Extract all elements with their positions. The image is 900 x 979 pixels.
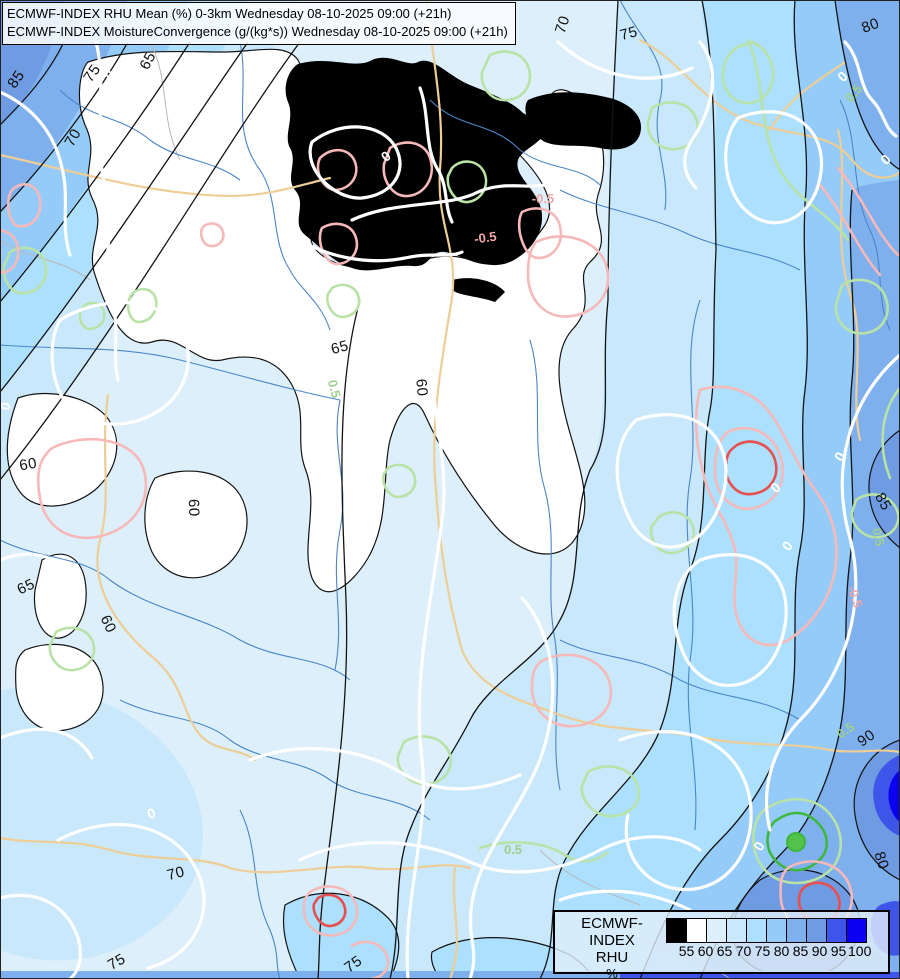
legend-swatch (786, 918, 807, 943)
title-line-moisture-convergence: ECMWF-INDEX MoistureConvergence (g/(kg*s… (7, 24, 508, 39)
legend-tick-label: 100 (848, 943, 872, 959)
legend-tick-label: 80 (773, 943, 790, 959)
legend-tick-label: 85 (792, 943, 809, 959)
moisture-convergence-zero-layer (0, 40, 900, 979)
contour-label-neg: -0.5 (532, 191, 554, 206)
contour-label-rhu: 60 (185, 499, 203, 517)
contour-label-rhu: 75 (618, 23, 639, 44)
legend-unit: % (606, 966, 618, 979)
legend-swatch (686, 918, 707, 943)
legend-swatch (666, 918, 687, 943)
legend-swatch (726, 918, 747, 943)
legend-tick-label: 95 (830, 943, 847, 959)
legend-swatch (766, 918, 787, 943)
legend-tick-label: 75 (754, 943, 771, 959)
contour-label-neg: -0.5 (845, 584, 866, 610)
contour-label-pos: 0.5 (504, 842, 522, 857)
legend-tick-label: 55 (678, 943, 695, 959)
contour-label-rhu: 60 (97, 612, 120, 635)
legend-swatch (846, 918, 867, 943)
moisture-convergence-negative-layer (0, 141, 900, 979)
moisture-convergence-positive-layer (2, 38, 900, 885)
legend-color-scale (666, 918, 867, 943)
legend-tick-label: 90 (811, 943, 828, 959)
contour-label-rhu: 70 (61, 126, 85, 150)
contour-label-rhu: 60 (18, 455, 38, 475)
contour-label-rhu: 70 (165, 863, 186, 884)
contour-label-rhu: 75 (105, 950, 129, 974)
legend-swatch (706, 918, 727, 943)
contour-label-rhu: 65 (14, 575, 37, 598)
contour-label-mc0: 0 (0, 401, 14, 412)
legend-tick-label: 70 (735, 943, 752, 959)
legend-swatch (826, 918, 847, 943)
contour-label-rhu: 80 (859, 15, 881, 37)
legend-swatch (806, 918, 827, 943)
legend-box: ECMWF-INDEX RHU % 55 60 65 70 75 80 85 90 95 100 (553, 910, 890, 979)
legend-swatch (746, 918, 767, 943)
contour-label-rhu: 80 (870, 850, 892, 872)
contour-label-neg: -0.5 (473, 229, 497, 247)
legend-field-name: RHU (595, 949, 629, 966)
contour-label-rhu: 60 (412, 378, 430, 397)
legend-tick-label: 60 (697, 943, 714, 959)
contour-label-rhu: 70 (552, 14, 574, 36)
contour-label-rhu: 85 (871, 490, 895, 514)
map-title-box: ECMWF-INDEX RHU Mean (%) 0-3km Wednesday… (2, 2, 516, 45)
legend-tick-label: 65 (716, 943, 733, 959)
contour-label-rhu: 65 (136, 49, 159, 73)
legend-title: ECMWF-INDEX RHU % (559, 915, 665, 979)
legend-tick-labels: 55 60 65 70 75 80 85 90 95 100 (667, 943, 872, 959)
title-line-rhu: ECMWF-INDEX RHU Mean (%) 0-3km Wednesday… (7, 6, 452, 21)
contour-label-rhu: 65 (329, 337, 350, 358)
convergence-maximum-core (786, 832, 806, 852)
contour-label-pos: 0.5 (869, 527, 887, 548)
legend-product-name: ECMWF-INDEX (581, 915, 643, 949)
contour-label-pos: 0.5 (325, 378, 344, 399)
